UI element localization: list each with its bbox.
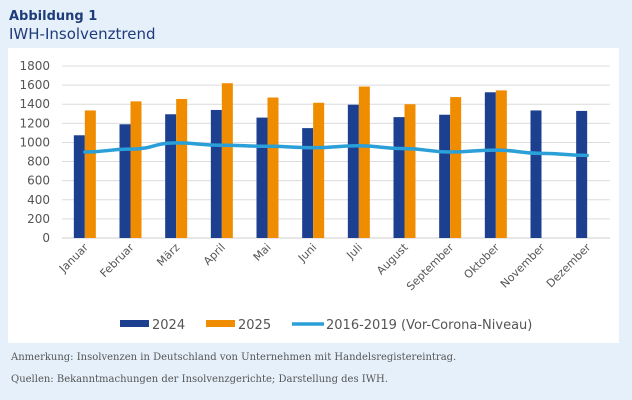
bar-2025 bbox=[404, 104, 416, 238]
bar-2025 bbox=[450, 97, 462, 238]
legend-swatch bbox=[206, 320, 235, 327]
y-tick-label: 200 bbox=[27, 212, 50, 226]
x-tick-label: Januar bbox=[56, 241, 91, 276]
x-tick-label: März bbox=[154, 241, 182, 269]
x-tick-label: April bbox=[201, 241, 228, 268]
bar-2025 bbox=[313, 102, 325, 239]
note-text: Anmerkung: Insolvenzen in Deutschland vo… bbox=[11, 352, 457, 363]
line-series bbox=[83, 141, 589, 158]
x-tick-label: Juli bbox=[344, 241, 365, 262]
source-text: Quellen: Bekanntmachungen der Insolvenzg… bbox=[11, 374, 388, 385]
bar-2024 bbox=[393, 117, 405, 238]
bar-2025 bbox=[176, 98, 188, 238]
legend-swatch bbox=[120, 320, 149, 327]
x-tick-label: September bbox=[404, 241, 457, 294]
bar-2025 bbox=[130, 101, 142, 238]
bar-2024 bbox=[119, 124, 131, 238]
x-tick-label: Februar bbox=[98, 241, 137, 280]
bar-2024 bbox=[530, 110, 542, 238]
bar-2025 bbox=[84, 110, 96, 238]
y-tick-label: 1800 bbox=[19, 59, 50, 73]
y-tick-label: 1000 bbox=[19, 135, 50, 149]
x-tick-label: November bbox=[498, 241, 548, 291]
bar-2024 bbox=[165, 114, 177, 238]
bar-2024 bbox=[484, 92, 496, 239]
y-tick-label: 800 bbox=[27, 155, 50, 169]
bar-2024 bbox=[210, 109, 222, 238]
bar-2025 bbox=[267, 97, 279, 239]
bar-2024 bbox=[576, 110, 588, 238]
legend-label: 2025 bbox=[238, 318, 271, 333]
x-tick-label: Juni bbox=[295, 241, 319, 265]
bar-2024 bbox=[347, 104, 359, 238]
bar-2024 bbox=[302, 128, 314, 238]
y-tick-label: 1600 bbox=[19, 78, 50, 92]
x-tick-label: Mai bbox=[251, 241, 274, 264]
bar-2025 bbox=[358, 86, 370, 239]
x-tick-label: August bbox=[374, 240, 411, 277]
bar-2024 bbox=[73, 135, 85, 238]
y-tick-label: 1200 bbox=[19, 116, 50, 130]
x-tick-label: Dezember bbox=[544, 241, 594, 291]
y-tick-label: 400 bbox=[27, 193, 50, 207]
y-tick-label: 600 bbox=[27, 174, 50, 188]
y-tick-label: 0 bbox=[42, 231, 50, 245]
bar-2024 bbox=[439, 114, 451, 238]
figure-label: Abbildung 1 bbox=[9, 9, 98, 24]
x-tick-label: Oktober bbox=[461, 241, 502, 282]
y-tick-label: 1400 bbox=[19, 97, 50, 111]
legend-label: 2024 bbox=[152, 318, 185, 333]
legend-label: 2016-2019 (Vor-Corona-Niveau) bbox=[326, 318, 532, 333]
bar-2024 bbox=[256, 117, 268, 238]
bar-2025 bbox=[495, 90, 507, 238]
bar-2025 bbox=[221, 83, 233, 238]
chart-title: IWH-Insolvenztrend bbox=[9, 25, 156, 43]
